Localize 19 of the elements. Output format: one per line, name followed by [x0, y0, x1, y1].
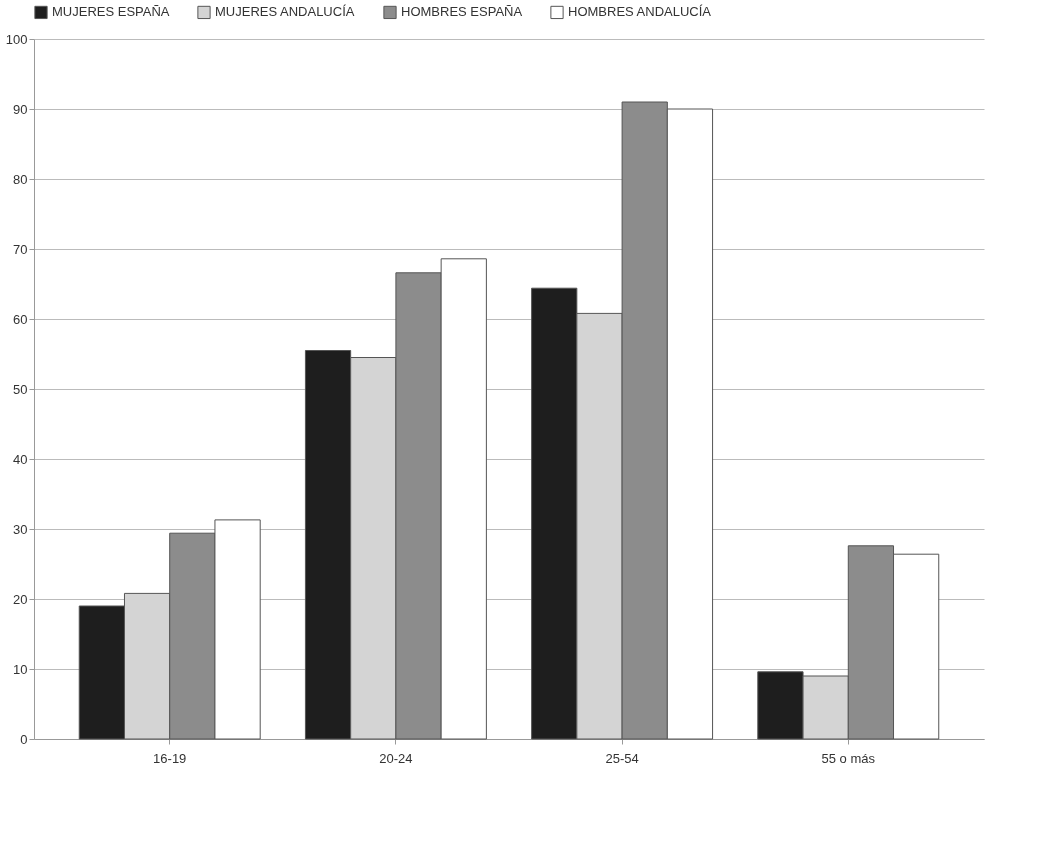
y-tick-label: 90: [13, 101, 28, 117]
legend-label: MUJERES ESPAÑA: [52, 4, 170, 20]
y-tick-label: 30: [13, 521, 28, 537]
legend-label: HOMBRES ANDALUCÍA: [568, 4, 712, 20]
y-tick-label: 10: [13, 661, 28, 677]
x-tick-label: 20-24: [379, 750, 413, 766]
y-tick-label: 100: [5, 31, 28, 47]
y-tick-label: 50: [13, 381, 28, 397]
y-tick-label: 20: [13, 591, 28, 607]
x-tick-label: 16-19: [153, 750, 187, 766]
y-tick-label: 40: [13, 451, 28, 467]
x-tick-label: 25-54: [605, 750, 639, 766]
y-tick-label: 0: [20, 731, 28, 747]
x-tick-label: 55 o más: [821, 750, 876, 766]
y-tick-label: 60: [13, 311, 28, 327]
y-tick-label: 80: [13, 171, 28, 187]
y-tick-label: 70: [13, 241, 28, 257]
legend-label: HOMBRES ESPAÑA: [401, 4, 523, 20]
legend-label: MUJERES ANDALUCÍA: [215, 4, 355, 20]
